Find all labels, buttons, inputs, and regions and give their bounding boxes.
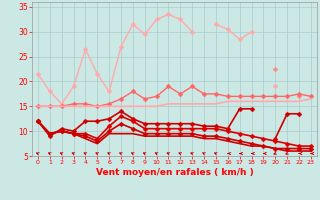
X-axis label: Vent moyen/en rafales ( km/h ): Vent moyen/en rafales ( km/h ): [96, 168, 253, 177]
